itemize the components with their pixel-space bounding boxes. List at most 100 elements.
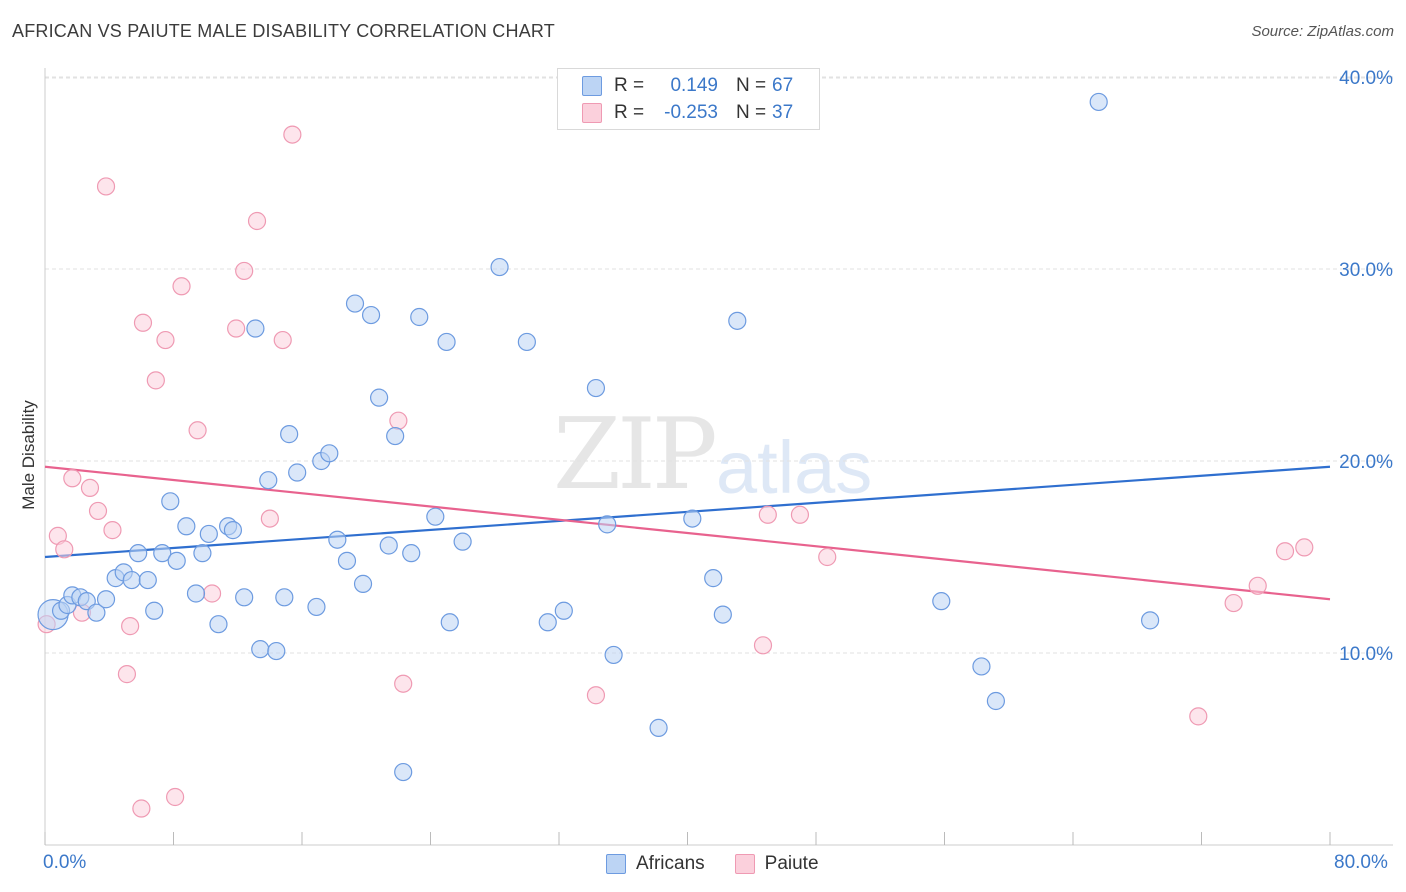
legend-item-africans[interactable]: Africans: [606, 853, 705, 875]
point-paiute: [156, 330, 175, 350]
point-africans: [402, 544, 421, 563]
data-points: [37, 92, 1314, 818]
point-paiute: [753, 636, 773, 655]
chart-title: AFRICAN VS PAIUTE MALE DISABILITY CORREL…: [12, 21, 555, 41]
point-paiute: [188, 421, 207, 440]
x-tick-label-min: 0.0%: [43, 852, 87, 873]
series-legend: Africans Paiute: [606, 852, 849, 876]
point-paiute: [55, 540, 74, 559]
legend-item-paiute[interactable]: Paiute: [734, 853, 819, 875]
point-paiute: [172, 277, 191, 296]
point-paiute: [273, 330, 292, 350]
source-credit: Source: ZipAtlas.com: [1251, 23, 1394, 40]
point-africans: [440, 613, 459, 632]
point-africans: [490, 257, 509, 277]
point-africans: [145, 601, 164, 620]
point-africans: [280, 425, 299, 444]
y-tick-labels: 10.0% 20.0% 30.0% 40.0%: [1339, 68, 1393, 665]
point-africans: [361, 305, 381, 325]
y-axis-label: Male Disability: [19, 400, 38, 510]
point-paiute: [389, 411, 408, 430]
point-africans: [96, 590, 116, 609]
point-africans: [337, 551, 357, 570]
point-africans: [275, 588, 294, 607]
stats-legend: R = 0.149 N = 67 R = -0.253 N = 37: [557, 68, 820, 130]
point-africans: [87, 603, 106, 622]
r-label: R =: [614, 75, 645, 96]
point-paiute: [202, 584, 222, 603]
point-africans: [186, 584, 206, 603]
point-africans: [345, 294, 365, 313]
point-paiute: [166, 787, 185, 807]
point-africans: [704, 569, 723, 588]
point-paiute: [80, 478, 100, 497]
point-africans: [728, 311, 747, 330]
y-tick-label: 40.0%: [1339, 68, 1393, 89]
point-paiute: [103, 521, 122, 540]
gridlines: [45, 76, 1393, 654]
point-africans: [932, 592, 951, 611]
point-africans: [223, 521, 243, 540]
point-africans: [649, 718, 668, 737]
point-paiute: [117, 665, 137, 684]
point-paiute: [260, 509, 279, 528]
point-africans: [379, 536, 398, 555]
point-africans: [598, 515, 617, 534]
n-value: 37: [772, 102, 794, 123]
point-paiute: [1224, 593, 1243, 613]
point-paiute: [133, 313, 153, 332]
point-africans: [586, 378, 606, 398]
point-paiute: [146, 371, 165, 390]
trend-line-paiute: [44, 465, 1331, 601]
point-africans: [153, 544, 172, 563]
y-tick-label: 20.0%: [1339, 452, 1393, 473]
point-paiute: [790, 505, 810, 524]
point-africans: [122, 570, 141, 590]
point-paiute: [283, 125, 302, 144]
point-africans: [353, 574, 373, 593]
point-paiute: [1275, 542, 1295, 561]
africans-swatch: [606, 854, 626, 874]
point-africans: [1140, 611, 1160, 630]
point-africans: [167, 551, 186, 570]
y-tick-label: 10.0%: [1339, 644, 1393, 665]
paiute-swatch: [582, 103, 602, 123]
point-africans: [437, 332, 456, 352]
point-paiute: [1295, 538, 1314, 557]
axes: [44, 68, 1393, 846]
point-africans: [517, 332, 536, 352]
point-africans: [713, 605, 732, 624]
point-africans: [370, 388, 389, 407]
point-africans: [426, 507, 445, 526]
point-africans: [199, 524, 218, 544]
point-africans: [410, 307, 429, 327]
point-paiute: [247, 211, 267, 231]
point-africans: [307, 597, 326, 617]
point-africans: [138, 570, 157, 590]
x-tick-label-max: 80.0%: [1334, 852, 1388, 873]
point-africans: [288, 463, 307, 482]
point-paiute: [132, 799, 151, 818]
r-value: -0.253: [664, 102, 718, 123]
point-africans: [193, 544, 212, 563]
watermark-zip: ZIP: [553, 398, 718, 512]
point-paiute: [586, 686, 606, 705]
point-africans: [972, 657, 991, 676]
point-africans: [267, 641, 286, 661]
point-paiute: [121, 617, 140, 636]
point-paiute: [758, 505, 777, 524]
point-africans: [386, 426, 405, 446]
point-paiute: [63, 469, 82, 488]
point-africans: [209, 615, 228, 634]
n-value: 67: [772, 75, 794, 96]
point-paiute: [1248, 576, 1267, 595]
point-africans: [259, 471, 278, 490]
point-africans: [554, 601, 573, 620]
point-africans: [235, 588, 254, 607]
point-africans: [538, 613, 557, 632]
point-africans: [328, 530, 347, 549]
point-africans: [604, 645, 623, 665]
r-value: 0.149: [670, 75, 718, 96]
n-label: N =: [736, 102, 767, 123]
